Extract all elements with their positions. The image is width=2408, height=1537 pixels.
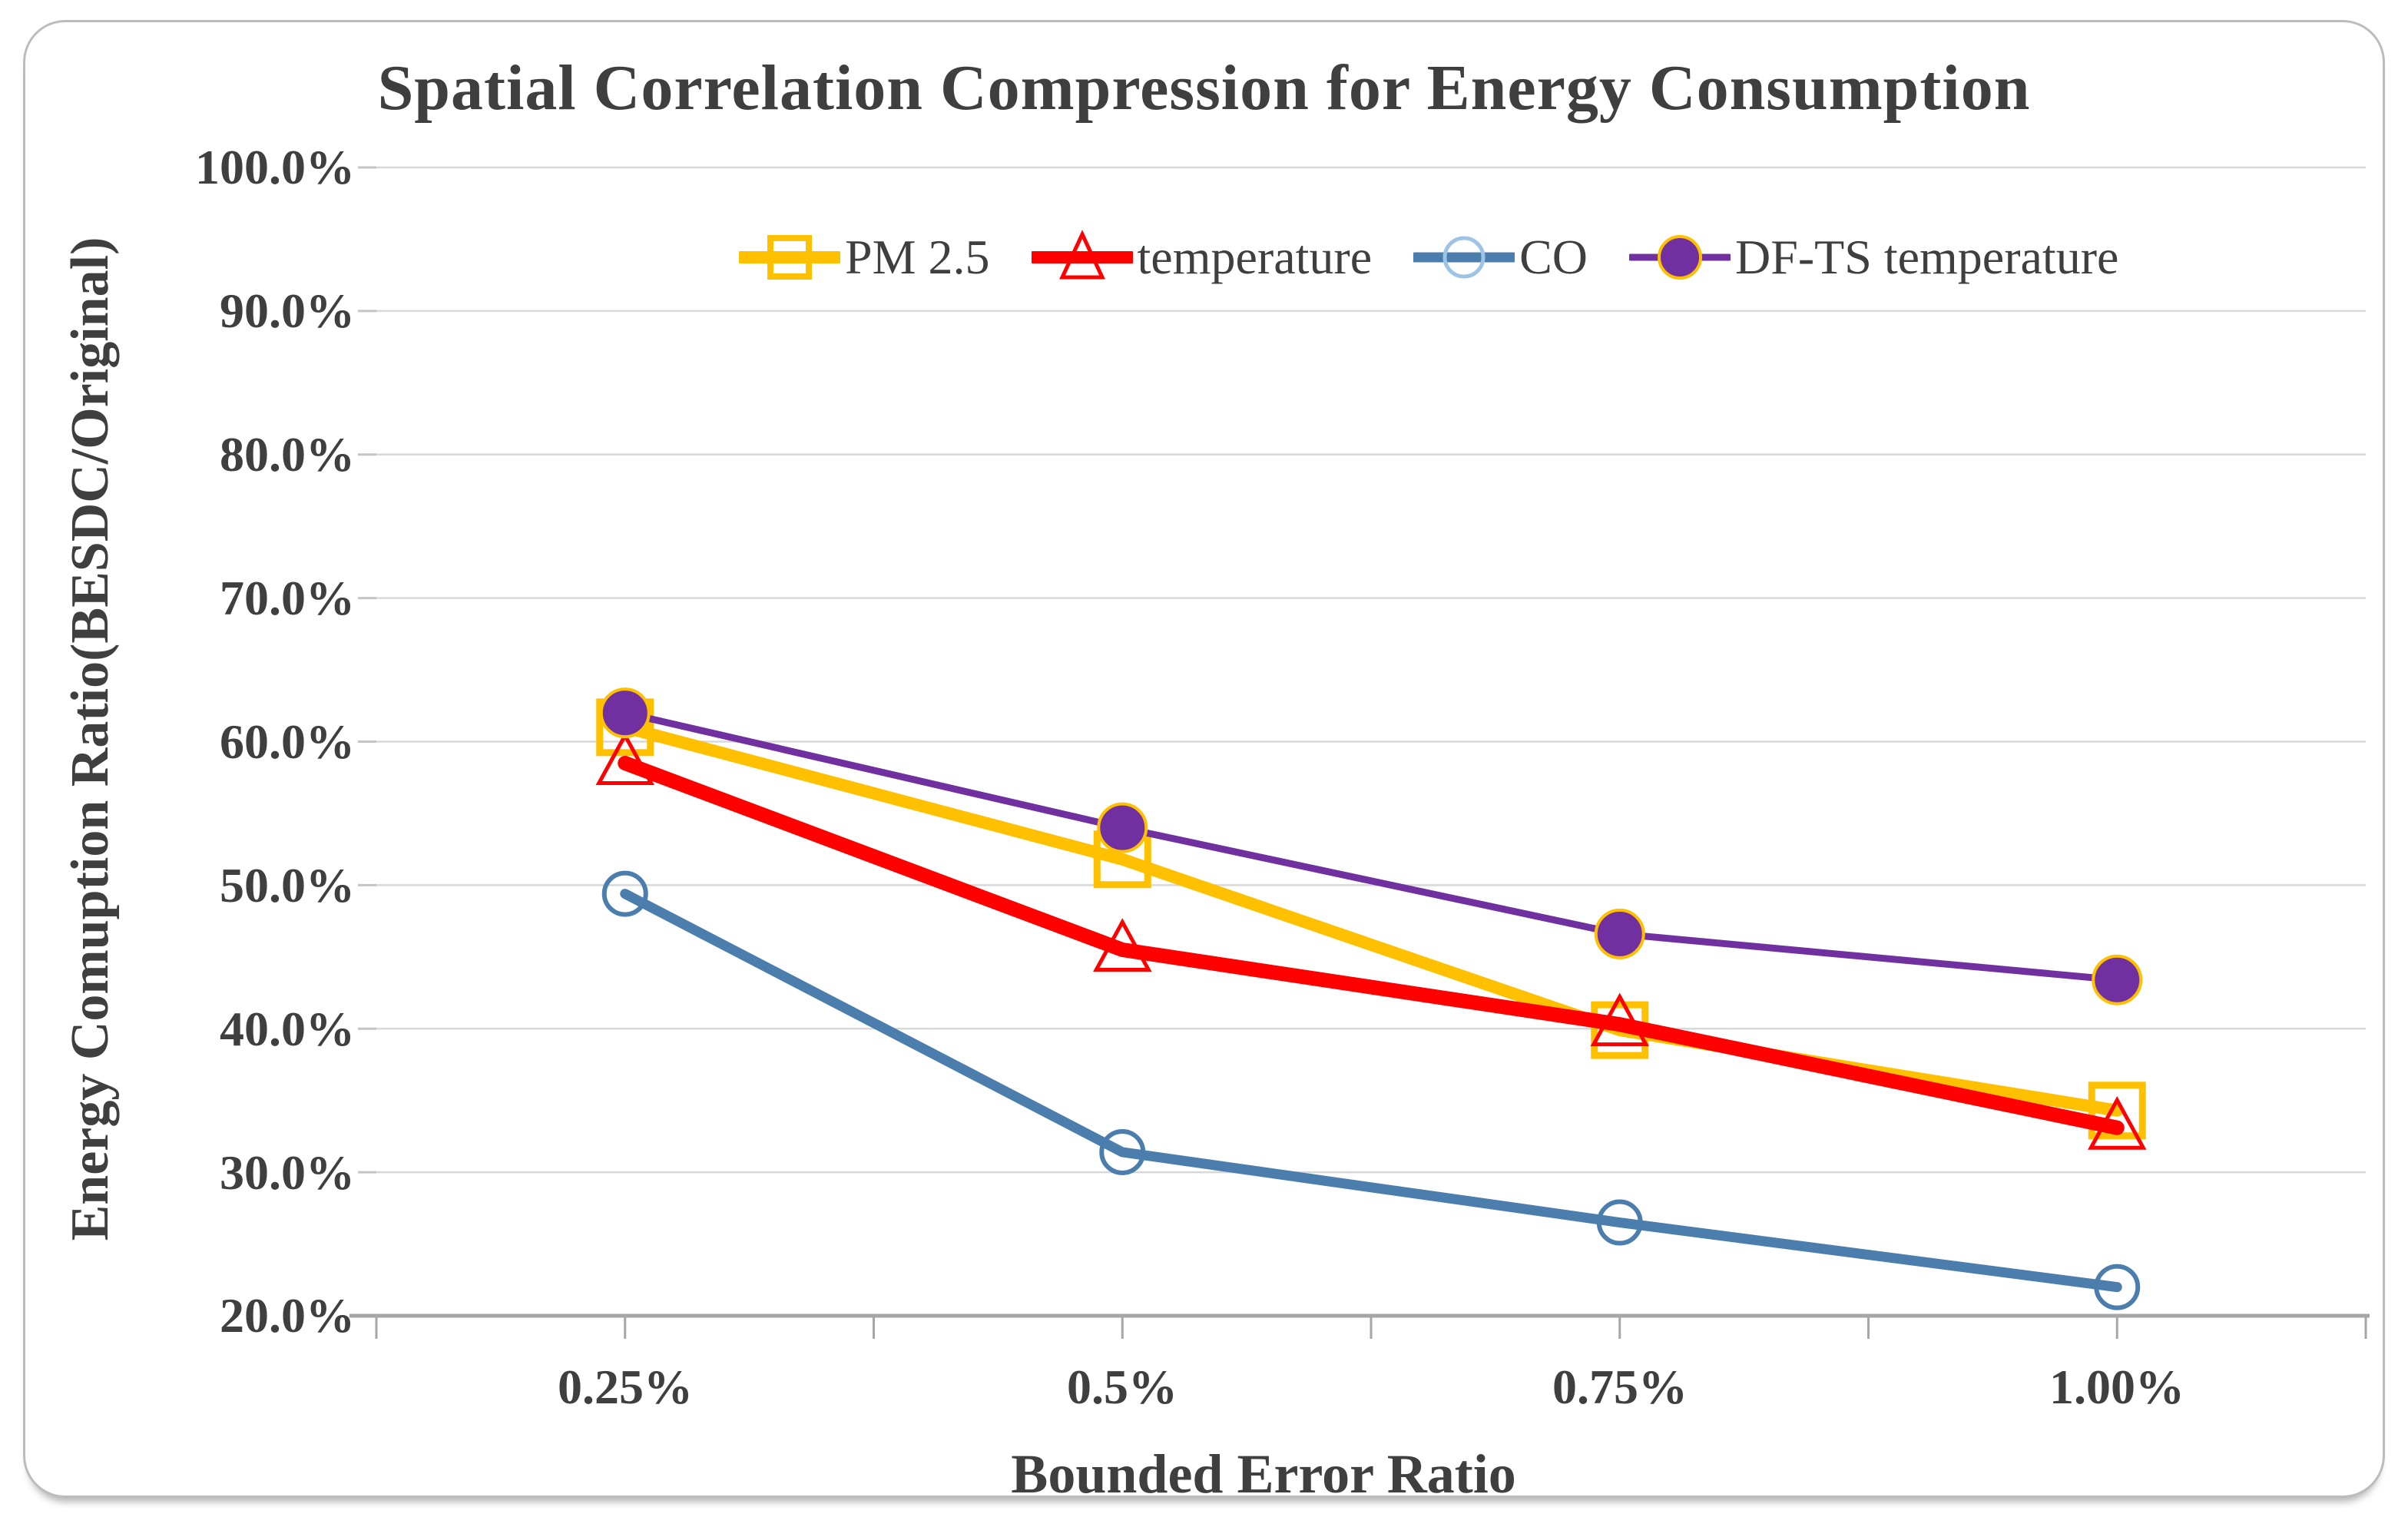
y-tick-label: 50.0% xyxy=(220,858,355,913)
data-point-marker xyxy=(2088,1095,2147,1150)
legend-item-label: temperature xyxy=(1137,230,1373,284)
data-point-marker xyxy=(2094,1264,2141,1310)
legend-marker-icon xyxy=(1629,228,1731,287)
data-point-marker xyxy=(1093,918,1152,972)
series-line-df-ts-temperature xyxy=(621,709,2121,984)
x-tick-label: 0.75% xyxy=(1552,1360,1688,1414)
data-point-marker xyxy=(1596,1199,1643,1246)
y-tick-label: 70.0% xyxy=(220,571,355,625)
x-tick-label: 0.5% xyxy=(1067,1360,1178,1414)
x-tick-label: 1.00% xyxy=(2049,1360,2184,1414)
legend-marker-svg xyxy=(1629,235,1731,280)
legend-item-pm-2-5: PM 2.5 xyxy=(739,228,990,287)
data-point-marker xyxy=(1099,1128,1146,1175)
y-tick-label: 20.0% xyxy=(220,1288,355,1343)
legend-item-label: DF-TS temperature xyxy=(1735,230,2119,284)
series-line-co xyxy=(620,889,2122,1293)
legend: PM 2.5 temperature CO DF-TS temperature xyxy=(739,207,2118,307)
legend-item-temperature: temperature xyxy=(1031,228,1373,287)
y-tick-label: 60.0% xyxy=(220,714,355,769)
legend-marker-icon xyxy=(739,228,840,287)
data-point-marker xyxy=(1590,992,1649,1047)
y-tick-label: 80.0% xyxy=(220,427,355,482)
data-point-marker xyxy=(601,870,648,917)
data-point-marker xyxy=(595,731,654,786)
data-point-marker xyxy=(599,687,651,739)
data-point-marker xyxy=(2088,1082,2146,1140)
legend-marker-svg xyxy=(739,235,840,280)
x-axis-title: Bounded Error Ratio xyxy=(1011,1443,1516,1505)
data-point-marker xyxy=(2092,954,2143,1005)
series-line-temperature xyxy=(618,756,2125,1135)
legend-item-label: PM 2.5 xyxy=(845,230,990,284)
legend-marker-svg xyxy=(1413,236,1515,279)
chart-title: Spatial Correlation Compression for Ener… xyxy=(377,52,2031,124)
legend-marker-icon xyxy=(1413,228,1515,287)
data-point-marker xyxy=(1097,802,1148,853)
y-tick-label: 90.0% xyxy=(220,283,355,338)
y-tick-label: 40.0% xyxy=(220,1002,355,1056)
series-line-pm-2-5 xyxy=(618,720,2124,1117)
y-tick-label: 30.0% xyxy=(220,1145,355,1200)
chart-frame xyxy=(23,20,2385,1498)
legend-marker-icon xyxy=(1031,228,1133,287)
legend-item-label: CO xyxy=(1519,230,1588,284)
legend-item-df-ts-temperature: DF-TS temperature xyxy=(1629,228,2118,287)
legend-item-co: CO xyxy=(1413,228,1588,287)
x-tick-label: 0.25% xyxy=(558,1360,693,1414)
y-tick-label: 100.0% xyxy=(195,140,355,194)
data-point-marker xyxy=(1594,908,1645,959)
legend-marker-svg xyxy=(1031,230,1133,280)
